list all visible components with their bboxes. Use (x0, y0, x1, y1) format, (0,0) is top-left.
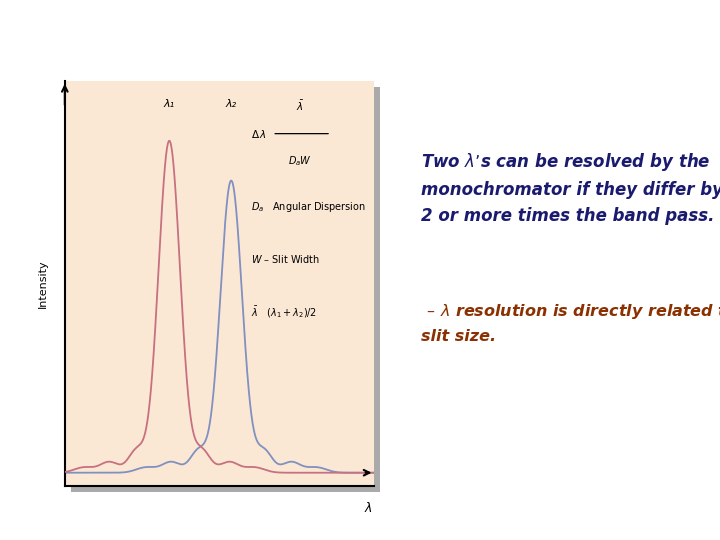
Text: $\Delta\,\lambda$: $\Delta\,\lambda$ (251, 127, 266, 140)
Text: $\bar{\lambda}$: $\bar{\lambda}$ (296, 99, 304, 113)
Text: $D_a W$: $D_a W$ (288, 154, 312, 168)
Text: λ: λ (364, 502, 372, 515)
Text: λ₁: λ₁ (163, 99, 175, 109)
Text: Two $\lambda$’s can be resolved by the
monochromator if they differ by
2 or more: Two $\lambda$’s can be resolved by the m… (421, 151, 720, 225)
Text: $D_a$   Angular Dispersion: $D_a$ Angular Dispersion (251, 200, 366, 213)
Text: – $\lambda$ resolution is directly related to
slit size.: – $\lambda$ resolution is directly relat… (421, 302, 720, 343)
Text: $\bar{\lambda}$   $(\lambda_1 + \lambda_2)/2$: $\bar{\lambda}$ $(\lambda_1 + \lambda_2)… (251, 304, 317, 320)
Text: Intensity: Intensity (38, 259, 48, 308)
Text: λ₂: λ₂ (225, 99, 237, 109)
Text: $W$ – Slit Width: $W$ – Slit Width (251, 253, 320, 265)
